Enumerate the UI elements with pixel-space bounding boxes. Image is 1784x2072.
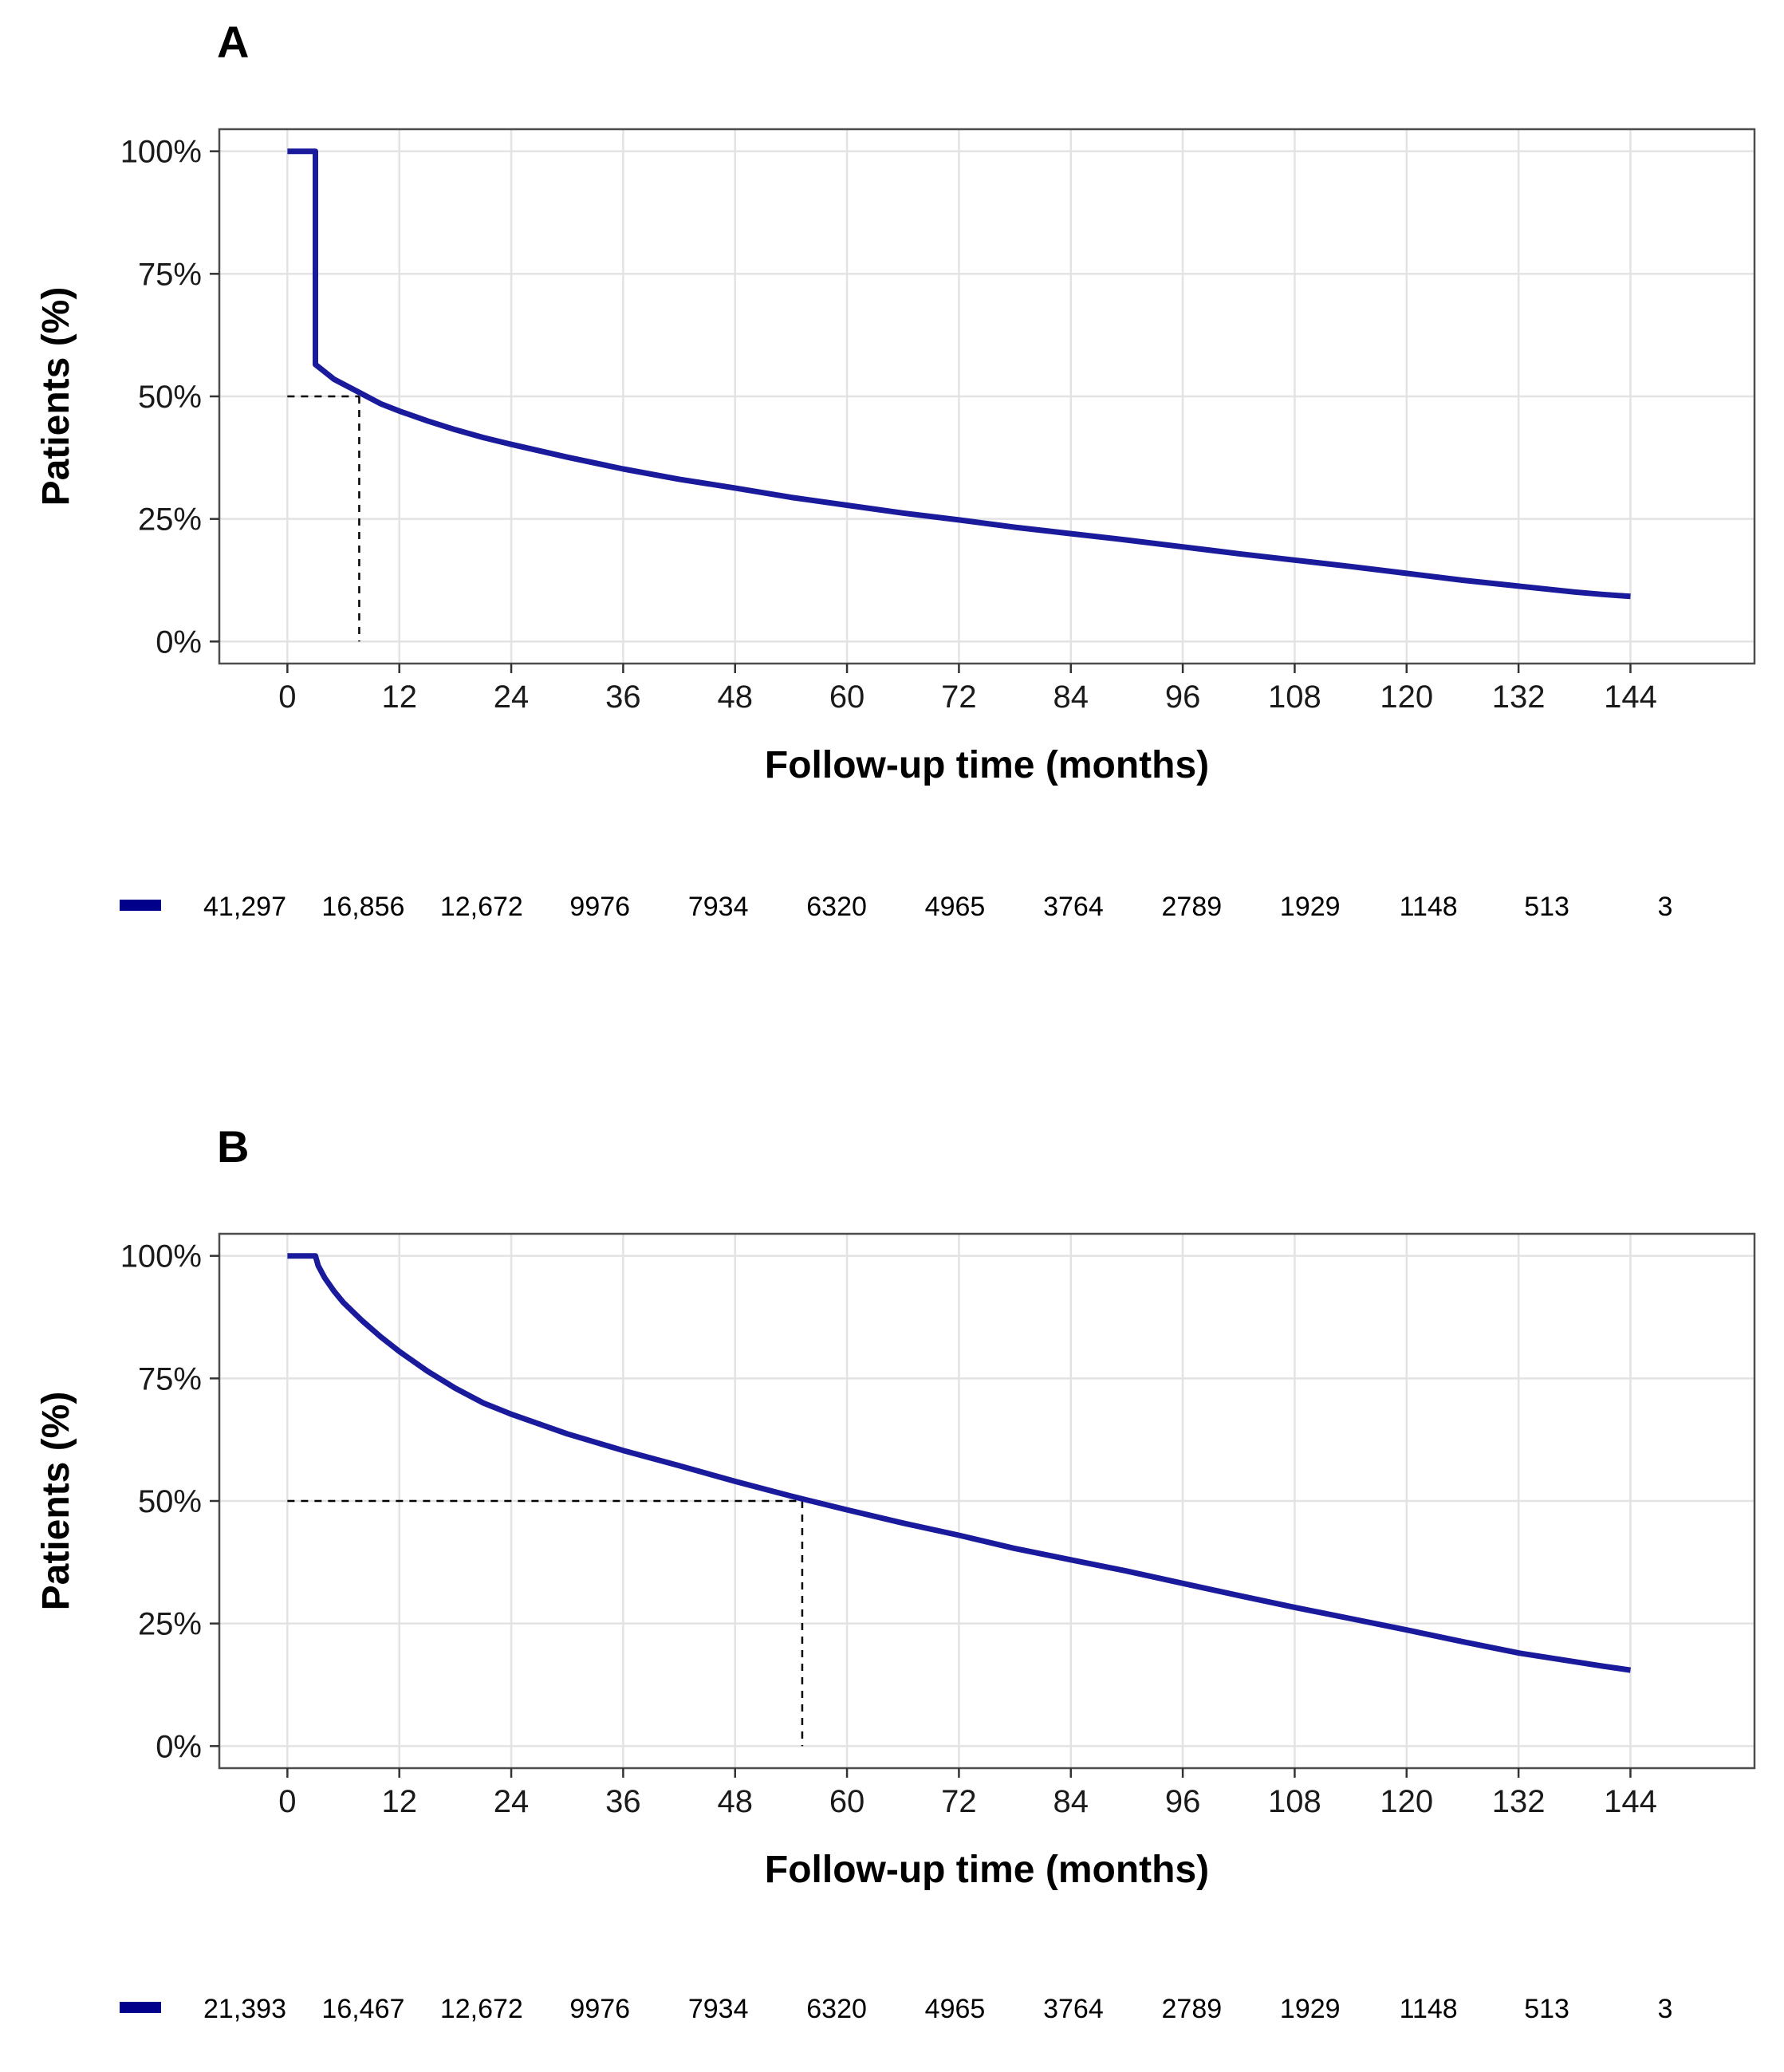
y-tick-label: 50%: [138, 380, 202, 415]
x-tick-label: 72: [941, 680, 977, 715]
risk-table-legend-key: [120, 900, 161, 911]
y-tick-label: 50%: [138, 1484, 202, 1519]
risk-table-value: 9976: [569, 892, 630, 922]
x-axis-title: Follow-up time (months): [765, 1849, 1209, 1891]
risk-table-value: 7934: [688, 892, 749, 922]
y-tick-label: 100%: [120, 135, 202, 170]
x-tick-label: 96: [1165, 1784, 1201, 1819]
risk-table-value: 513: [1524, 892, 1569, 922]
y-axis-title: Patients (%): [35, 1392, 77, 1611]
x-tick-label: 48: [717, 680, 753, 715]
risk-table-legend-key: [120, 2002, 161, 2013]
risk-table: 41,297 16,856 12,672 9976 7934 6320 4965 3764 27…: [120, 892, 1672, 922]
x-tick-label: 12: [381, 680, 417, 715]
x-tick-label: 132: [1492, 680, 1546, 715]
x-axis-title: Follow-up time (months): [765, 744, 1209, 786]
y-tick-label: 0%: [156, 1729, 202, 1764]
risk-table-value: 1929: [1280, 1994, 1341, 2024]
risk-table-value: 3764: [1043, 892, 1104, 922]
panel-label: A: [217, 17, 249, 67]
survival-curve: [287, 148, 1631, 600]
risk-table-value: 12,672: [440, 1994, 523, 2024]
x-tick-label: 132: [1492, 1784, 1546, 1819]
km-panel-a: A 0 12 24 36 48 60 72 84 96 108 120 132 144 0% 25% 50% 75…: [35, 17, 1756, 922]
y-axis: 0% 25% 50% 75% 100%: [120, 1239, 219, 1764]
x-axis: 0 12 24 36 48 60 72 84 96 108 120 132 144: [278, 1768, 1657, 1819]
x-tick-label: 108: [1268, 680, 1321, 715]
risk-table-value: 6320: [806, 1994, 867, 2024]
x-tick-label: 96: [1165, 680, 1201, 715]
risk-table-value: 1148: [1400, 892, 1458, 922]
x-tick-label: 84: [1053, 1784, 1089, 1819]
x-tick-label: 24: [494, 1784, 530, 1819]
y-tick-label: 100%: [120, 1239, 202, 1274]
x-tick-label: 84: [1053, 680, 1089, 715]
x-tick-label: 120: [1380, 1784, 1433, 1819]
risk-table-value: 21,393: [203, 1994, 286, 2024]
y-axis-title: Patients (%): [35, 287, 77, 506]
risk-table-value: 513: [1524, 1994, 1569, 2024]
risk-table-value: 1148: [1400, 1994, 1458, 2024]
risk-table-value: 6320: [806, 892, 867, 922]
km-panel-b: B 0 12 24 36 48 60 72 84 96 108 120 132 144 0% 25% 50% 75…: [35, 1121, 1756, 2024]
risk-table-value: 4965: [925, 892, 986, 922]
x-tick-label: 144: [1604, 1784, 1657, 1819]
gridlines: [219, 1234, 1754, 1768]
risk-table-value: 41,297: [203, 892, 286, 922]
risk-table-value: 7934: [688, 1994, 749, 2024]
x-tick-label: 12: [381, 1784, 417, 1819]
x-tick-label: 108: [1268, 1784, 1321, 1819]
x-tick-label: 144: [1604, 680, 1657, 715]
x-tick-label: 72: [941, 1784, 977, 1819]
x-tick-label: 36: [605, 680, 641, 715]
x-tick-label: 60: [829, 1784, 865, 1819]
x-tick-label: 48: [717, 1784, 753, 1819]
risk-table-value: 1929: [1280, 892, 1341, 922]
risk-table-value: 3764: [1043, 1994, 1104, 2024]
risk-table-value: 16,467: [321, 1994, 404, 2024]
y-tick-label: 75%: [138, 257, 202, 292]
panel-label: B: [217, 1121, 249, 1172]
y-tick-label: 25%: [138, 502, 202, 538]
y-tick-label: 25%: [138, 1607, 202, 1642]
risk-table-value: 12,672: [440, 892, 523, 922]
gridlines: [219, 129, 1754, 664]
x-tick-label: 0: [278, 1784, 296, 1819]
risk-table-value: 2789: [1162, 1994, 1223, 2024]
risk-table: 21,393 16,467 12,672 9976 7934 6320 4965 3764 27…: [120, 1994, 1672, 2024]
risk-table-value: 3: [1658, 1994, 1673, 2024]
x-tick-label: 36: [605, 1784, 641, 1819]
x-axis: 0 12 24 36 48 60 72 84 96 108 120 132 144: [278, 664, 1657, 715]
y-axis: 0% 25% 50% 75% 100%: [120, 135, 219, 660]
y-tick-label: 0%: [156, 624, 202, 660]
risk-table-value: 16,856: [321, 892, 404, 922]
x-tick-label: 60: [829, 680, 865, 715]
x-tick-label: 24: [494, 680, 530, 715]
x-tick-label: 120: [1380, 680, 1433, 715]
risk-table-value: 2789: [1162, 892, 1223, 922]
risk-table-value: 4965: [925, 1994, 986, 2024]
risk-table-value: 9976: [569, 1994, 630, 2024]
survival-curve: [287, 1253, 1631, 1673]
risk-table-value: 3: [1658, 892, 1673, 922]
y-tick-label: 75%: [138, 1361, 202, 1396]
x-tick-label: 0: [278, 680, 296, 715]
